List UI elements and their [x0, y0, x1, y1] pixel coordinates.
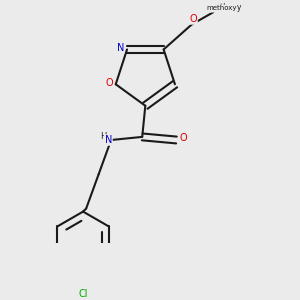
Text: methoxy: methoxy	[208, 3, 242, 12]
Text: O: O	[189, 14, 197, 24]
Text: N: N	[116, 43, 124, 53]
Text: N: N	[105, 135, 112, 145]
Text: O: O	[179, 134, 187, 143]
Text: methoxy: methoxy	[206, 5, 236, 11]
Text: O: O	[105, 78, 113, 88]
Text: H: H	[100, 132, 106, 141]
Text: Cl: Cl	[78, 289, 88, 299]
